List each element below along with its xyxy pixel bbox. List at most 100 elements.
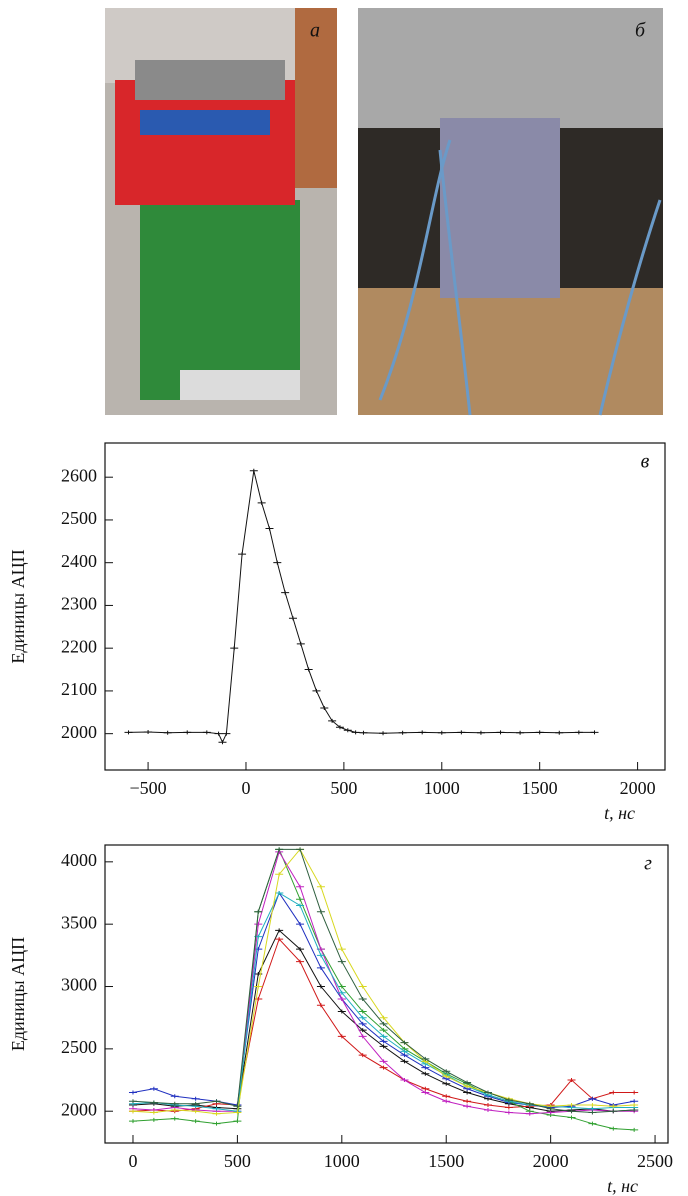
point-marker xyxy=(163,730,172,735)
series-line xyxy=(128,470,595,744)
point-marker xyxy=(379,1028,388,1033)
series-line xyxy=(132,892,635,1112)
point-marker xyxy=(233,1119,242,1124)
y-tick-label: 4000 xyxy=(61,850,97,870)
point-marker xyxy=(296,641,305,646)
point-marker xyxy=(296,947,305,952)
point-marker xyxy=(304,667,313,672)
y-tick-label: 2500 xyxy=(61,1037,97,1057)
point-marker xyxy=(275,928,284,933)
point-marker xyxy=(588,1096,597,1101)
point-marker xyxy=(504,1105,513,1110)
y-tick-label: 2100 xyxy=(61,679,97,699)
point-marker xyxy=(212,1111,221,1116)
point-marker xyxy=(273,560,282,565)
point-marker xyxy=(525,1111,534,1116)
point-marker xyxy=(442,1094,451,1099)
point-marker xyxy=(400,1078,409,1083)
point-marker xyxy=(288,616,297,621)
photo-b xyxy=(358,8,663,416)
panel-label: в xyxy=(641,451,650,473)
point-marker xyxy=(421,1086,430,1091)
point-marker xyxy=(379,1015,388,1020)
point-marker xyxy=(442,1081,451,1086)
point-marker xyxy=(476,730,485,735)
point-marker xyxy=(588,1110,597,1115)
point-marker xyxy=(463,1084,472,1089)
point-marker xyxy=(516,730,525,735)
point-marker xyxy=(275,937,284,942)
point-marker xyxy=(463,1099,472,1104)
point-marker xyxy=(359,730,368,735)
point-marker xyxy=(358,1028,367,1033)
point-marker xyxy=(170,1094,179,1099)
point-marker xyxy=(296,847,305,852)
x-tick-label: 500 xyxy=(224,1151,251,1171)
x-tick-label: 0 xyxy=(128,1151,137,1171)
point-marker xyxy=(191,1119,200,1124)
point-marker xyxy=(343,728,352,733)
panel-label: а xyxy=(310,20,320,42)
point-marker xyxy=(535,730,544,735)
x-tick-label: 1000 xyxy=(424,778,460,798)
point-marker xyxy=(555,730,564,735)
point-marker xyxy=(170,1107,179,1112)
point-marker xyxy=(379,1044,388,1049)
point-marker xyxy=(590,730,599,735)
x-axis-label: t, нс xyxy=(604,803,635,823)
point-marker xyxy=(358,1009,367,1014)
point-marker xyxy=(128,1099,137,1104)
point-marker xyxy=(337,1034,346,1039)
point-marker xyxy=(567,1102,576,1107)
point-marker xyxy=(281,590,290,595)
point-marker xyxy=(609,1090,618,1095)
point-marker xyxy=(249,468,258,473)
point-marker xyxy=(379,1021,388,1026)
point-marker xyxy=(335,725,344,730)
point-marker xyxy=(124,730,133,735)
point-marker xyxy=(296,959,305,964)
y-tick-label: 2200 xyxy=(61,636,97,656)
point-marker xyxy=(400,1059,409,1064)
point-marker xyxy=(463,1080,472,1085)
point-marker xyxy=(212,1106,221,1111)
panel-label: б xyxy=(635,20,646,42)
point-marker xyxy=(421,1056,430,1061)
photo-a xyxy=(105,8,337,415)
point-marker xyxy=(233,1104,242,1109)
x-tick-label: 500 xyxy=(330,778,357,798)
point-marker xyxy=(525,1101,534,1106)
point-marker xyxy=(379,1034,388,1039)
point-marker xyxy=(574,730,583,735)
point-marker xyxy=(379,1065,388,1070)
point-marker xyxy=(351,730,360,735)
point-marker xyxy=(358,1015,367,1020)
point-marker xyxy=(483,1090,492,1095)
point-marker xyxy=(609,1109,618,1114)
point-marker xyxy=(316,884,325,889)
point-marker xyxy=(457,730,466,735)
y-tick-label: 2000 xyxy=(61,722,97,742)
point-marker xyxy=(296,922,305,927)
y-axis-label: Единицы АЦП xyxy=(8,937,28,1051)
point-marker xyxy=(316,909,325,914)
point-marker xyxy=(483,1102,492,1107)
point-marker xyxy=(222,731,231,736)
point-marker xyxy=(421,1071,430,1076)
point-marker xyxy=(421,1065,430,1070)
point-marker xyxy=(358,984,367,989)
y-tick-label: 2000 xyxy=(61,1099,97,1119)
point-marker xyxy=(296,897,305,902)
point-marker xyxy=(316,984,325,989)
point-marker xyxy=(588,1102,597,1107)
point-marker xyxy=(588,1106,597,1111)
point-marker xyxy=(379,731,388,736)
point-marker xyxy=(567,1115,576,1120)
y-tick-label: 2500 xyxy=(61,508,97,528)
point-marker xyxy=(442,1074,451,1079)
point-marker xyxy=(191,1109,200,1114)
point-marker xyxy=(546,1106,555,1111)
point-marker xyxy=(128,1109,137,1114)
point-marker xyxy=(316,1003,325,1008)
point-marker xyxy=(567,1109,576,1114)
